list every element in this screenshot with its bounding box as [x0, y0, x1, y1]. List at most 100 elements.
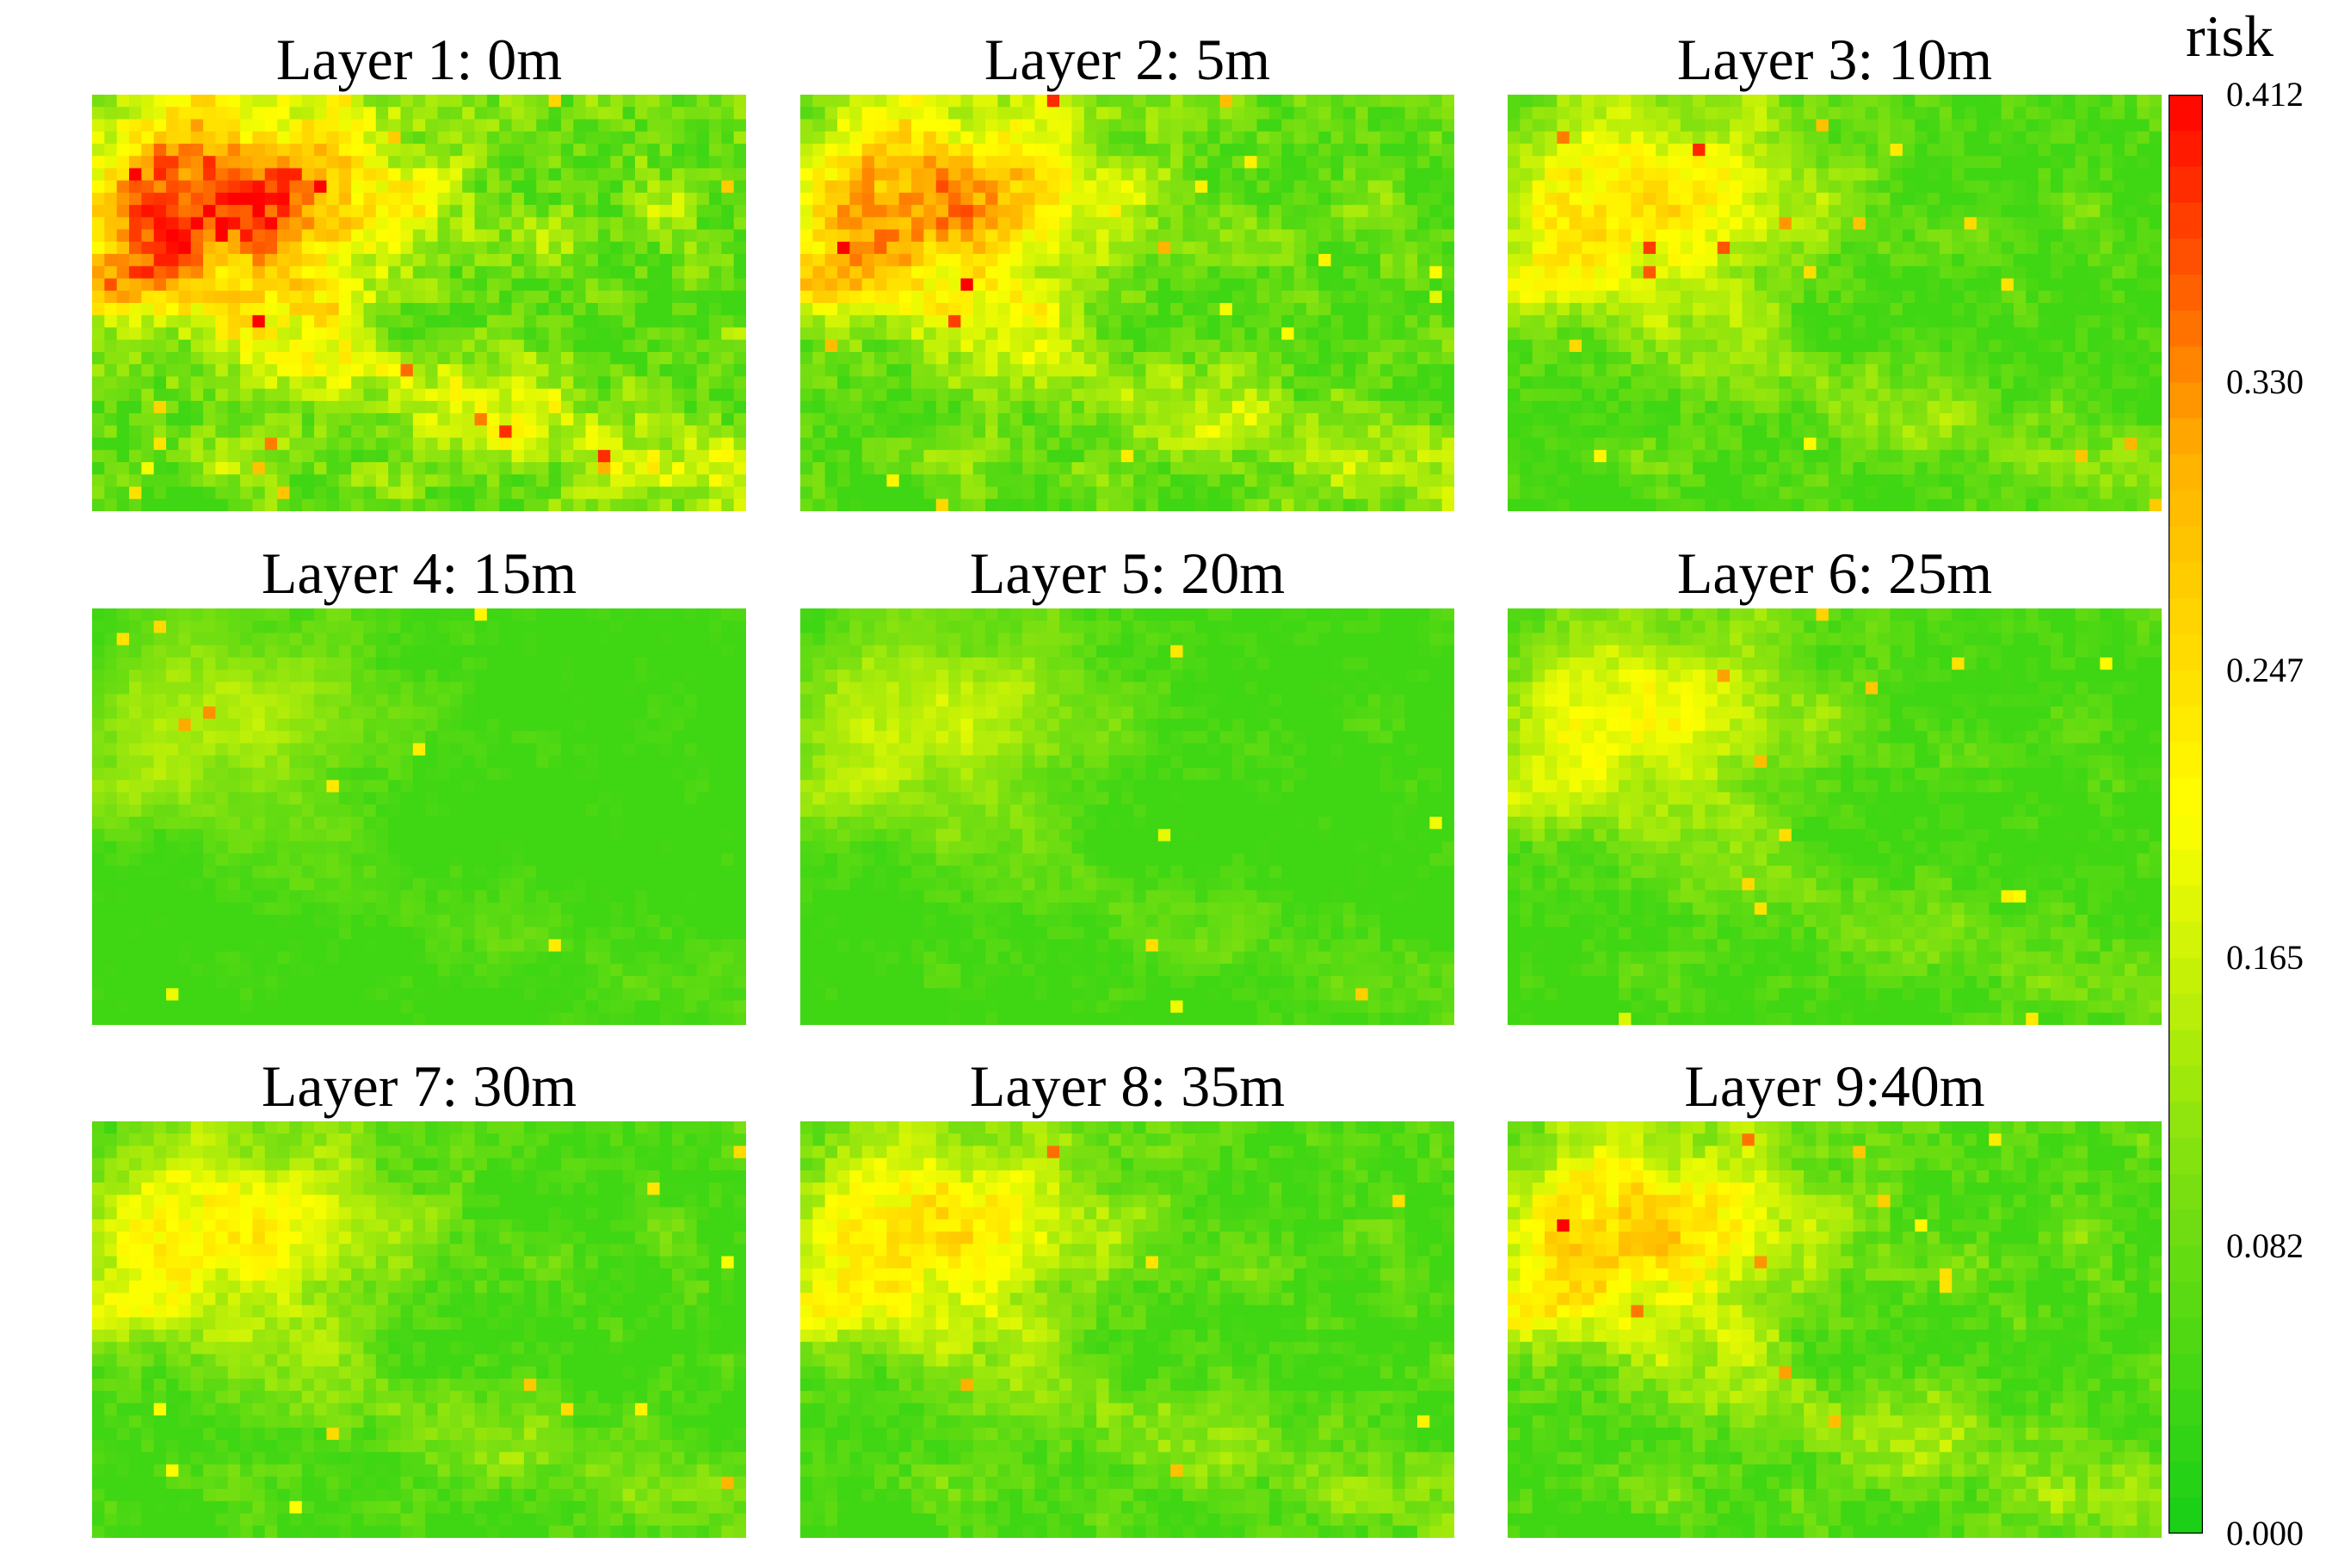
heatmap-cell	[1976, 364, 1990, 378]
heatmap-cell	[849, 241, 863, 255]
heatmap-cell	[1416, 498, 1430, 511]
heatmap-cell	[215, 107, 229, 120]
heatmap-cell	[671, 437, 685, 451]
heatmap-cell	[721, 400, 735, 414]
heatmap-cell	[721, 315, 735, 329]
heatmap-cell	[1194, 474, 1208, 488]
heatmap-cell	[2001, 143, 2014, 157]
heatmap-cell	[548, 241, 562, 255]
heatmap-cell	[1256, 486, 1270, 500]
heatmap-cell	[1268, 95, 1282, 108]
heatmap-cell	[104, 95, 118, 108]
heatmap-cell	[2038, 364, 2051, 378]
heatmap-cell	[1927, 278, 1940, 292]
heatmap-cell	[1742, 192, 1755, 206]
heatmap-cell	[1293, 266, 1307, 280]
heatmap-cell	[363, 351, 377, 365]
heatmap-cell	[948, 254, 962, 267]
heatmap-cell	[1557, 303, 1570, 316]
heatmap-cell	[1059, 376, 1073, 390]
heatmap-cell	[684, 376, 698, 390]
heatmap-cell	[1791, 388, 1805, 402]
heatmap-cell	[1828, 180, 1842, 194]
heatmap-cell	[314, 498, 328, 511]
heatmap-cell	[708, 266, 722, 280]
heatmap-cell	[178, 486, 192, 500]
heatmap-cell	[1404, 413, 1418, 426]
heatmap-cell	[499, 498, 513, 511]
heatmap-cell	[610, 168, 624, 182]
heatmap-cell	[264, 266, 278, 280]
heatmap-cell	[400, 449, 414, 463]
heatmap-cell	[1034, 241, 1048, 255]
heatmap-cell	[585, 474, 599, 488]
heatmap-cell	[1281, 229, 1295, 243]
heatmap-cell	[474, 327, 488, 341]
heatmap-cell	[1767, 95, 1780, 108]
heatmap-cell	[1133, 168, 1147, 182]
heatmap-cell	[92, 425, 105, 439]
heatmap-cell	[1207, 486, 1221, 500]
heatmap-cell	[215, 254, 229, 267]
heatmap-cell	[1355, 425, 1369, 439]
heatmap-cell	[1096, 192, 1110, 206]
heatmap-cell	[597, 486, 611, 500]
heatmap-cell	[227, 290, 241, 304]
heatmap-cell	[1009, 462, 1023, 475]
heatmap-cell	[1268, 437, 1282, 451]
heatmap-cell	[449, 278, 463, 292]
heatmap-cell	[1034, 192, 1048, 206]
heatmap-cell	[1281, 498, 1295, 511]
heatmap-cell	[659, 400, 673, 414]
heatmap-cell	[708, 486, 722, 500]
heatmap-cell	[301, 254, 315, 267]
heatmap-cell	[425, 364, 439, 378]
heatmap-cell	[1668, 327, 1681, 341]
heatmap-cell	[264, 400, 278, 414]
heatmap-cell	[560, 119, 574, 133]
heatmap-cell	[1643, 95, 1657, 108]
heatmap-cell	[1244, 119, 1258, 133]
heatmap-cell	[886, 400, 900, 414]
heatmap-cell	[536, 303, 550, 316]
heatmap-cell	[1330, 119, 1344, 133]
heatmap-cell	[277, 486, 291, 500]
heatmap-cell	[523, 449, 537, 463]
heatmap-cell	[1902, 95, 1916, 108]
heatmap-cell	[861, 156, 875, 170]
heatmap-cell	[400, 413, 414, 426]
heatmap-cell	[1865, 107, 1879, 120]
heatmap-cell	[1244, 413, 1258, 426]
heatmap-cell	[610, 156, 624, 170]
heatmap-cell	[733, 413, 746, 426]
heatmap-cell	[2050, 364, 2064, 378]
heatmap-cell	[1878, 351, 1891, 365]
heatmap-cell	[1194, 462, 1208, 475]
heatmap-cell	[634, 449, 648, 463]
heatmap-cell	[671, 413, 685, 426]
panel-title-7: Layer 7: 30m	[261, 1053, 577, 1119]
heatmap-cell	[240, 498, 254, 511]
heatmap-cell	[1170, 339, 1184, 353]
heatmap-cell	[1643, 266, 1657, 280]
heatmap-cell	[1717, 107, 1731, 120]
heatmap-cell	[1281, 437, 1295, 451]
heatmap-cell	[2087, 351, 2101, 365]
heatmap-cell	[1034, 315, 1048, 329]
heatmap-cell	[1557, 315, 1570, 329]
heatmap-cell	[1569, 315, 1583, 329]
heatmap-cell	[1416, 290, 1430, 304]
heatmap-cell	[560, 413, 574, 426]
heatmap-cell	[1022, 205, 1036, 218]
heatmap-cell	[1133, 217, 1147, 231]
heatmap-cell	[972, 339, 986, 353]
heatmap-cell	[437, 339, 451, 353]
heatmap-cell	[92, 449, 105, 463]
heatmap-cell	[837, 425, 850, 439]
heatmap-cell	[351, 327, 365, 341]
heatmap-cell	[240, 168, 254, 182]
heatmap-cell	[1915, 180, 1928, 194]
heatmap-cell	[972, 351, 986, 365]
heatmap-cell	[800, 449, 813, 463]
heatmap-cell	[1182, 143, 1196, 157]
